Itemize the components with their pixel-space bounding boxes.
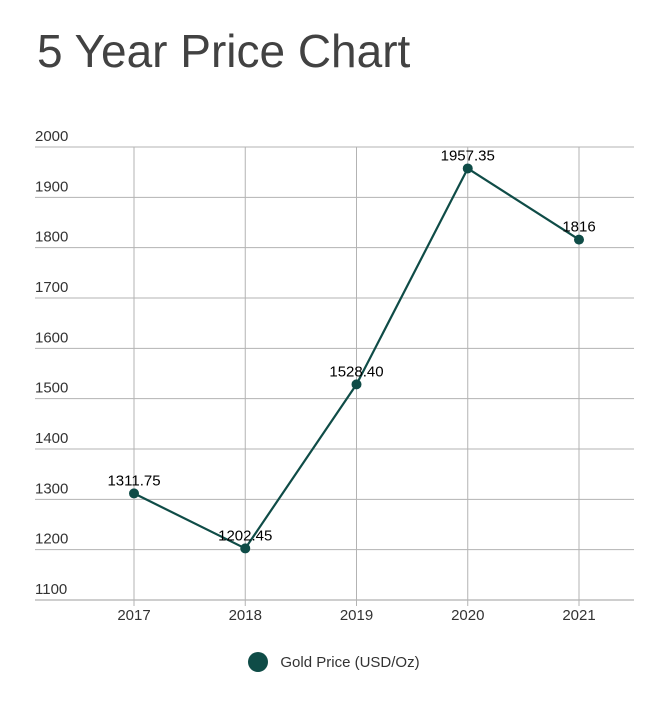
chart-title: 5 Year Price Chart [37, 25, 411, 77]
line-chart: 1100 1200 1300 1400 1500 1600 1700 1800 1900 2000… [35, 128, 634, 624]
data-label-2020: 1957.35 [441, 147, 495, 164]
data-point-2017 [129, 488, 139, 499]
y-tick-label-1200: 1200 [35, 531, 68, 548]
x-tick-label-2020: 2020 [451, 607, 484, 624]
y-tick-label-1400: 1400 [35, 430, 68, 447]
legend: Gold Price (USD/Oz) [0, 652, 668, 676]
data-label-2018: 1202.45 [218, 527, 272, 544]
grid-lines [35, 146, 634, 606]
data-label-2019: 1528.40 [329, 363, 383, 380]
x-axis-ticks: 2017 2018 2019 2020 2021 [117, 607, 595, 624]
data-point-2019 [351, 379, 362, 390]
data-point-2021 [574, 234, 584, 245]
x-tick-label-2021: 2021 [562, 607, 595, 624]
x-tick-label-2018: 2018 [229, 607, 262, 624]
y-tick-label-2000: 2000 [35, 128, 68, 145]
y-tick-label-1700: 1700 [35, 279, 68, 296]
y-tick-label-1900: 1900 [35, 178, 68, 195]
x-tick-label-2017: 2017 [117, 607, 150, 624]
legend-swatch-icon [248, 652, 269, 672]
legend-item-gold-price[interactable]: Gold Price (USD/Oz) [248, 652, 420, 672]
data-labels: 1311.75 1202.45 1528.40 1957.35 1816 [107, 147, 595, 544]
data-point-2020 [462, 163, 473, 174]
data-point-2018 [240, 543, 251, 554]
y-tick-label-1100: 1100 [35, 581, 67, 598]
data-label-2017: 1311.75 [107, 472, 160, 489]
y-tick-label-1500: 1500 [35, 380, 68, 397]
y-axis-ticks: 1100 1200 1300 1400 1500 1600 1700 1800 1900 2000 [35, 128, 68, 598]
y-tick-label-1800: 1800 [35, 229, 68, 246]
y-tick-label-1300: 1300 [35, 480, 68, 497]
legend-label: Gold Price (USD/Oz) [280, 653, 420, 671]
y-tick-label-1600: 1600 [35, 329, 68, 346]
x-tick-label-2019: 2019 [340, 607, 373, 624]
series-gold-price [129, 163, 584, 554]
data-label-2021: 1816 [562, 219, 595, 236]
